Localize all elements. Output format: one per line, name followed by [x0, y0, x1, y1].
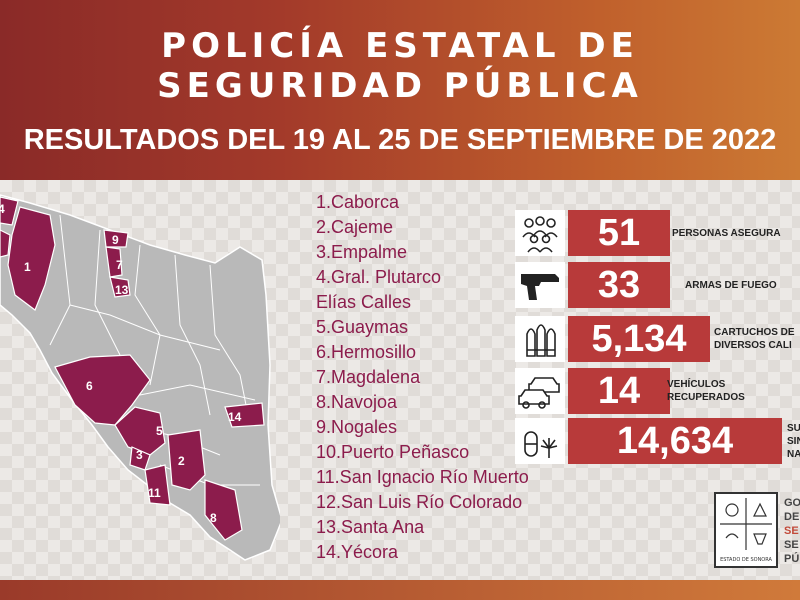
- stat-value: 14: [568, 368, 670, 414]
- stat-cartridges: 5,134 CARTUCHOS DE DIVERSOS CALI: [515, 316, 800, 362]
- sonora-seal-logo: [714, 492, 778, 568]
- gun-icon: [515, 262, 565, 308]
- stat-label: VEHÍCULOS RECUPERADOS: [667, 379, 745, 403]
- map-label-1: 1: [24, 260, 31, 274]
- map-label-9: 9: [112, 233, 119, 247]
- muni-6: [54, 354, 151, 426]
- list-item: 14.Yécora: [316, 542, 399, 562]
- people-icon: [515, 210, 565, 256]
- list-item: 6.Hermosillo: [316, 342, 417, 362]
- muni-1: [7, 206, 56, 311]
- map-highlighted: [0, 196, 265, 541]
- stat-label: CARTUCHOS DE DIVERSOS CALI: [714, 327, 795, 351]
- ammo-icon: [515, 316, 565, 362]
- stat-persons: 51 PERSONAS ASEGURA: [515, 210, 800, 256]
- header-banner: POLICÍA ESTATAL DE SEGURIDAD PÚBLICA RES…: [0, 0, 800, 180]
- muni-4: [0, 196, 19, 226]
- list-item: Elías Calles: [316, 292, 412, 312]
- map-label-14: 14: [228, 410, 242, 424]
- stat-firearms: 33 ARMAS DE FUEGO: [515, 262, 800, 308]
- map-label-11: 11: [148, 486, 161, 500]
- map-label-4: 4: [0, 202, 5, 216]
- map-label-13: 13: [115, 283, 129, 297]
- government-text: GO DE S SE SE PÚ: [784, 497, 800, 565]
- map-label-5: 5: [156, 424, 163, 438]
- list-item: 9.Nogales: [316, 417, 398, 437]
- stat-value: 33: [568, 262, 670, 308]
- list-item: 1.Caborca: [316, 192, 400, 212]
- muni-14: [224, 402, 265, 428]
- list-item: 3.Empalme: [316, 242, 408, 262]
- muni-11: [144, 464, 171, 506]
- muni-8: [204, 479, 243, 541]
- stat-vehicles: 14 VEHÍCULOS RECUPERADOS: [515, 368, 800, 414]
- list-item: 7.Magdalena: [316, 367, 421, 387]
- list-item: 2.Cajeme: [316, 217, 394, 237]
- stat-label: ARMAS DE FUEGO: [685, 279, 777, 291]
- list-item: 5.Guaymas: [316, 317, 409, 337]
- drugs-icon: [515, 418, 565, 464]
- stat-narcotics: 14,634 SU SIN NA: [515, 418, 800, 464]
- page-subtitle: RESULTADOS DEL 19 AL 25 DE SEPTIEMBRE DE…: [23, 124, 777, 156]
- stat-label: SU SIN NA: [787, 422, 800, 460]
- logo-caption: ESTADO DE SONORA: [720, 557, 772, 563]
- cars-icon: [515, 368, 565, 414]
- muni-13: [109, 276, 131, 298]
- muni-7: [105, 246, 123, 278]
- muni-9: [103, 229, 129, 248]
- list-item: 13.Santa Ana: [316, 517, 425, 537]
- municipality-list: 1.Caborca 2.Cajeme 3.Empalme 4.Gral. Plu…: [316, 190, 529, 565]
- muni-5: [114, 406, 166, 456]
- stat-value: 5,134: [568, 316, 710, 362]
- map-label-3: 3: [136, 448, 143, 462]
- map-label-7: 7: [116, 258, 123, 272]
- list-item: 4.Gral. Plutarco: [316, 267, 442, 287]
- list-item: 8.Navojoa: [316, 392, 398, 412]
- list-item: 11.San Ignacio Río Muerto: [316, 467, 529, 487]
- list-item: 12.San Luis Río Colorado: [316, 492, 523, 512]
- map-label-2: 2: [178, 454, 185, 468]
- stat-value: 51: [568, 210, 670, 256]
- map-label-6: 6: [86, 379, 93, 393]
- map-label-8: 8: [210, 511, 217, 525]
- stat-value: 14,634: [568, 418, 782, 464]
- muni-12: [0, 229, 11, 258]
- page-title-line2: SEGURIDAD PÚBLICA: [157, 66, 643, 106]
- footer-bar: [0, 580, 800, 600]
- stat-label: PERSONAS ASEGURA: [672, 227, 781, 239]
- sonora-map: 4 1 9 7 13 6 5 3 2 11 8 14: [0, 194, 280, 561]
- map-labels: 4 1 9 7 13 6 5 3 2 11 8 14: [0, 202, 242, 525]
- list-item: 10.Puerto Peñasco: [316, 442, 470, 462]
- muni-2: [167, 429, 206, 491]
- page-title-line1: POLICÍA ESTATAL DE: [161, 26, 639, 66]
